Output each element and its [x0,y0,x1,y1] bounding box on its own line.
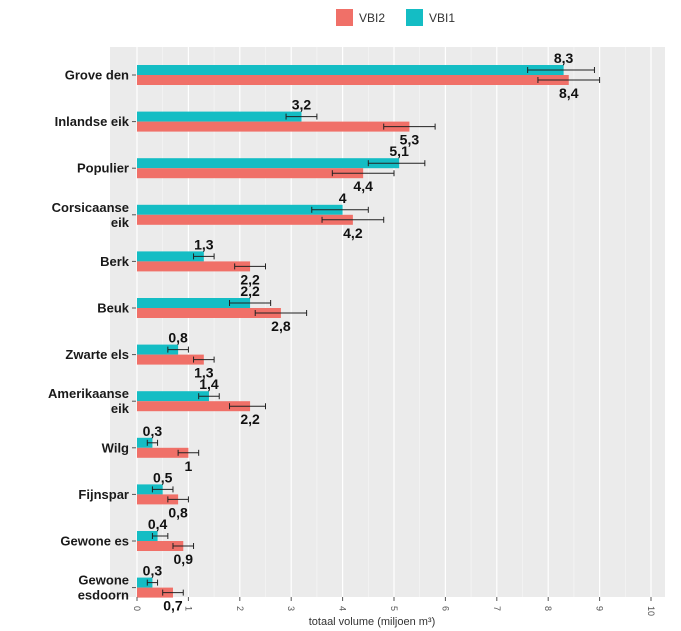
bar-vbi2-0 [137,75,569,85]
category-label-line-2-0: Populier [77,161,129,176]
category-label-line-9-0: Fijnspar [78,487,129,502]
category-label-9: Fijnspar [78,487,129,502]
bar-vbi1-8 [137,437,153,448]
data-label-vbi2-2: 4,4 [353,178,373,194]
category-label-5: Beuk [97,301,130,316]
data-label-vbi2-11: 0,7 [163,598,183,614]
bar-vbi2-6 [137,354,204,365]
plot-panel [110,47,665,597]
category-label-line-11-0: Gewone [78,573,129,588]
category-label-line-11-1: esdoorn [78,588,129,603]
data-label-vbi2-4: 2,2 [240,271,260,287]
x-tick-label-6: 6 [440,606,450,611]
data-label-vbi2-5: 2,8 [271,318,291,334]
category-label-line-3-1: eik [111,215,130,230]
data-label-vbi1-3: 4 [339,190,347,206]
data-label-vbi2-6: 1,3 [194,365,214,381]
category-label-11: Gewone esdoorn [78,573,129,603]
x-tick-label-9: 9 [595,606,605,611]
bar-vbi1-5 [137,298,251,308]
category-label-3: Corsicaanse eik [52,200,130,230]
category-label-1: Inlandse eik [55,114,130,129]
data-label-vbi2-8: 1 [185,458,193,474]
category-label-0: Grove den [65,68,129,83]
legend-swatch-vbi2 [336,9,353,26]
legend: VBI2 VBI1 [336,9,455,26]
data-label-vbi1-6: 0,8 [168,330,188,346]
data-label-vbi1-2: 5,1 [389,143,409,159]
data-label-vbi2-0: 8,4 [559,85,579,101]
category-label-7: Amerikaanse eik [48,386,130,416]
bar-vbi2-4 [137,261,251,272]
legend-label-vbi1: VBI1 [429,11,455,25]
bar-vbi1-7 [137,391,209,402]
data-label-vbi1-4: 1,3 [194,236,214,252]
data-label-vbi2-9: 0,8 [168,504,188,520]
bar-vbi1-4 [137,251,204,262]
bar-vbi2-3 [137,214,353,225]
x-tick-label-0: 0 [132,606,142,611]
category-label-line-1-0: Inlandse eik [55,114,130,129]
category-label-8: Wilg [102,440,129,455]
data-label-vbi1-11: 0,3 [143,563,163,579]
bar-vbi2-1 [137,121,410,132]
x-tick-label-4: 4 [338,606,348,611]
category-labels: Grove den Inlandse eik Populier Corsicaanse… [48,68,136,603]
data-label-vbi1-7: 1,4 [199,376,219,392]
x-tick-label-10: 10 [646,606,656,616]
category-label-4: Berk [100,254,130,269]
bar-vbi2-2 [137,168,364,179]
category-label-6: Zwarte els [65,347,129,362]
category-label-10: Gewone es [60,534,129,549]
data-label-vbi2-1: 5,3 [400,132,420,148]
category-label-line-3-0: Corsicaanse [52,200,129,215]
data-label-vbi1-5: 2,2 [240,283,260,299]
bar-vbi2-5 [137,308,281,318]
bar-vbi1-9 [137,484,163,495]
data-label-vbi2-10: 0,9 [174,551,194,567]
category-label-line-0-0: Grove den [65,68,129,83]
x-tick-label-7: 7 [492,606,502,611]
x-tick-label-2: 2 [235,606,245,611]
bar-vbi1-6 [137,344,179,355]
x-tick-label-5: 5 [389,606,399,611]
data-label-vbi1-10: 0,4 [148,516,168,532]
category-label-line-7-1: eik [111,401,130,416]
bar-vbi1-10 [137,531,158,541]
x-tick-label-8: 8 [543,606,553,611]
x-tick-label-3: 3 [286,606,296,611]
category-label-2: Populier [77,161,129,176]
category-label-line-7-0: Amerikaanse [48,386,129,401]
data-label-vbi1-9: 0,5 [153,469,173,485]
category-label-line-4-0: Berk [100,254,130,269]
legend-label-vbi2: VBI2 [359,11,385,25]
bar-vbi1-1 [137,111,302,122]
x-tick-label-1: 1 [183,606,193,611]
data-label-vbi2-7: 2,2 [240,411,260,427]
bar-vbi2-11 [137,587,173,598]
category-label-line-6-0: Zwarte els [65,347,129,362]
data-label-vbi1-0: 8,3 [554,50,574,66]
x-axis-title: totaal volume (miljoen m³) [309,616,436,628]
category-label-line-5-0: Beuk [97,301,130,316]
x-axis: 0 1 2 3 4 5 6 7 8 9 10 [132,597,656,616]
data-label-vbi1-8: 0,3 [143,423,163,439]
bar-vbi1-11 [137,577,153,588]
bar-vbi2-9 [137,494,179,505]
bar-vbi1-0 [137,65,564,75]
data-label-vbi1-1: 3,2 [292,97,312,113]
bar-vbi2-8 [137,447,189,458]
data-label-vbi2-3: 4,2 [343,225,363,241]
category-label-line-8-0: Wilg [102,440,129,455]
bar-vbi2-7 [137,401,251,412]
gridlines [136,47,652,597]
legend-swatch-vbi1 [406,9,423,26]
bar-vbi1-2 [137,158,400,169]
bars: 8,38,43,25,35,14,444,21,32,22,22,80,81,3… [137,50,601,614]
bar-vbi2-10 [137,541,184,551]
bar-vbi1-3 [137,204,343,215]
category-label-line-10-0: Gewone es [60,534,129,549]
